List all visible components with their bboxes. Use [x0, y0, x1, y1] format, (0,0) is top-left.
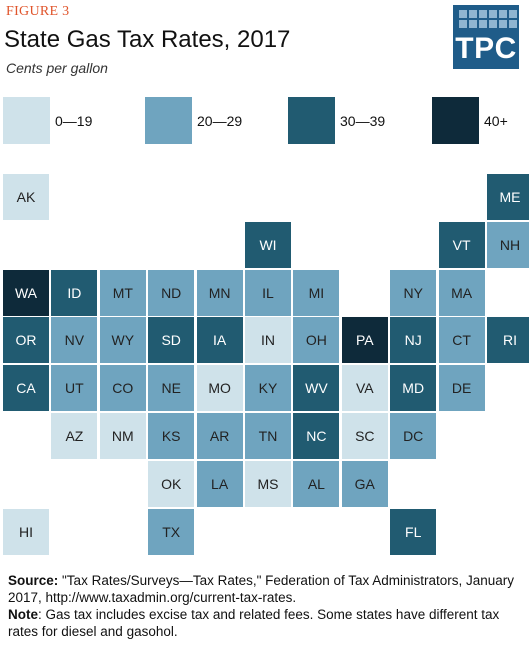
state-tile-ut: UT: [51, 365, 98, 412]
source-label: Source:: [8, 573, 59, 588]
note-label: Note: [8, 607, 38, 622]
legend-swatch: [145, 97, 192, 144]
state-tile-fl: FL: [390, 508, 437, 555]
source-note: Source: "Tax Rates/Surveys—Tax Rates," F…: [8, 572, 523, 606]
state-tile-ar: AR: [196, 413, 243, 459]
logo-grid-icon: [459, 10, 517, 28]
state-tile-hi: HI: [3, 508, 49, 555]
state-tile-ok: OK: [148, 460, 195, 507]
legend-swatch: [432, 97, 479, 144]
state-tile-mt: MT: [99, 269, 146, 316]
state-tile-az: AZ: [51, 413, 98, 459]
state-tile-me: ME: [487, 174, 529, 220]
state-tile-ca: CA: [3, 365, 49, 412]
state-tile-va: VA: [341, 365, 388, 412]
state-tile-md: MD: [390, 365, 437, 412]
state-tile-ma: MA: [438, 269, 485, 316]
state-tile-ny: NY: [390, 269, 437, 316]
state-tile-ky: KY: [245, 365, 291, 412]
state-tile-ri: RI: [487, 317, 529, 364]
state-tile-or: OR: [3, 317, 49, 364]
legend-label: 40+: [484, 113, 508, 129]
state-tile-ia: IA: [196, 317, 243, 364]
state-tile-in: IN: [245, 317, 291, 364]
state-tile-nv: NV: [51, 317, 98, 364]
state-tile-nj: NJ: [390, 317, 437, 364]
legend-swatch: [3, 97, 50, 144]
logo-text: TPC: [455, 32, 517, 65]
state-tile-id: ID: [51, 269, 98, 316]
state-tile-mi: MI: [293, 269, 340, 316]
figure-label: FIGURE 3: [6, 4, 70, 19]
state-tile-oh: OH: [293, 317, 340, 364]
tpc-logo: TPC: [453, 5, 519, 69]
state-tile-sd: SD: [148, 317, 195, 364]
state-tile-ms: MS: [245, 460, 291, 507]
state-tile-ne: NE: [148, 365, 195, 412]
state-tile-la: LA: [196, 460, 243, 507]
state-tile-sc: SC: [341, 413, 388, 459]
state-tile-pa: PA: [341, 317, 388, 364]
legend-label: 0—19: [55, 113, 93, 129]
state-tile-nh: NH: [487, 221, 529, 268]
subtitle: Cents per gallon: [6, 60, 108, 76]
state-tile-ks: KS: [148, 413, 195, 459]
state-tile-vt: VT: [438, 221, 485, 268]
state-tile-ct: CT: [438, 317, 485, 364]
state-tile-map: AK ME WI VT NH WA ID MT ND MN IL MI NY MA OR NV WY SD IA IN…: [3, 174, 529, 555]
state-tile-nm: NM: [99, 413, 146, 459]
footnote: Source: "Tax Rates/Surveys—Tax Rates," F…: [8, 572, 523, 640]
state-tile-dc: DC: [390, 413, 437, 459]
state-tile-wa: WA: [3, 269, 49, 316]
state-tile-mo: MO: [196, 365, 243, 412]
legend-label: 30—39: [340, 113, 386, 129]
state-tile-wv: WV: [293, 365, 340, 412]
state-tile-nc: NC: [293, 413, 340, 459]
page-title: State Gas Tax Rates, 2017: [4, 26, 291, 53]
source-text: "Tax Rates/Surveys—Tax Rates," Federatio…: [8, 573, 515, 605]
legend-swatch: [288, 97, 335, 144]
state-tile-nd: ND: [148, 269, 195, 316]
state-tile-de: DE: [438, 365, 485, 412]
state-tile-ak: AK: [3, 174, 49, 220]
legend-label: 20—29: [197, 113, 243, 129]
state-tile-ga: GA: [341, 460, 388, 507]
gas-tax-note: Note: Gas tax includes excise tax and re…: [8, 606, 523, 640]
state-tile-tn: TN: [245, 413, 291, 459]
state-tile-co: CO: [99, 365, 146, 412]
state-tile-wy: WY: [99, 317, 146, 364]
note-text: : Gas tax includes excise tax and relate…: [8, 607, 500, 639]
state-tile-mn: MN: [196, 269, 243, 316]
state-tile-tx: TX: [148, 508, 195, 555]
state-tile-il: IL: [245, 269, 291, 316]
state-tile-al: AL: [293, 460, 340, 507]
state-tile-wi: WI: [245, 221, 291, 268]
